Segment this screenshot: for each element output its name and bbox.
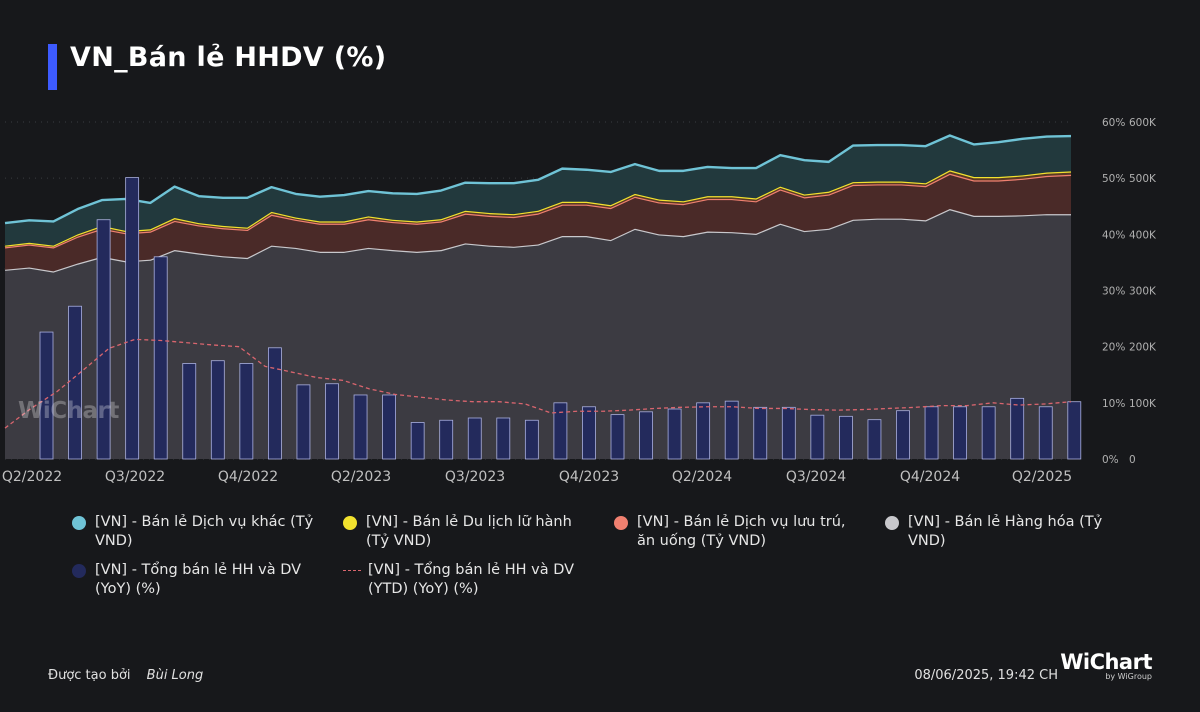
yoy-bar	[867, 419, 882, 460]
logo-sub-text: by WiGroup	[1105, 672, 1152, 681]
yoy-bar	[667, 408, 682, 460]
yoy-bar	[582, 406, 596, 460]
yoy-bar	[382, 394, 397, 460]
yoy-bar	[325, 383, 339, 460]
x-tick-label: Q2/2023	[331, 469, 391, 485]
y-right-tick-label: 300K	[1129, 286, 1157, 298]
legend-label: [VN] - Bán lẻ Dịch vụ lưu trú, ăn uống (…	[637, 514, 846, 549]
area-dich-vu-khac-edge	[4, 134, 1072, 225]
x-tick-label: Q4/2023	[559, 469, 619, 485]
legend-item-yoy[interactable]: [VN] - Tổng bán lẻ HH và DV (YoY) (%)	[72, 561, 343, 599]
footer-credit: Được tạo bởi Bùi Long	[48, 668, 203, 683]
legend-dot-icon	[343, 516, 357, 530]
legend-item-hang-hoa[interactable]: [VN] - Bán lẻ Hàng hóa (Tỷ VND)	[885, 513, 1156, 551]
yoy-bar	[267, 347, 282, 460]
legend-item-ytd[interactable]: [VN] - Tổng bán lẻ HH và DV (YTD) (YoY) …	[343, 561, 614, 599]
yoy-bar	[610, 414, 625, 460]
y-right-tick-label: 500K	[1129, 173, 1157, 185]
y-left-tick-label: 50%	[1102, 173, 1125, 185]
legend-dot-icon	[72, 516, 86, 530]
yoy-bars	[39, 177, 1082, 460]
legend-dot-icon	[885, 516, 899, 530]
yoy-bar	[896, 410, 910, 460]
x-tick-label: Q4/2022	[218, 469, 278, 485]
x-tick-label: Q2/2022	[2, 469, 62, 485]
yoy-bar	[981, 406, 996, 460]
footer-timestamp: 08/06/2025, 19:42 CH	[914, 668, 1058, 683]
created-by-label: Được tạo bởi	[48, 668, 131, 683]
yoy-bar	[182, 363, 197, 460]
yoy-bar	[467, 417, 482, 460]
ytd-line	[4, 338, 1072, 429]
yoy-bar	[353, 394, 368, 460]
yoy-bar	[781, 406, 796, 460]
yoy-bar	[68, 305, 82, 460]
legend-label: [VN] - Bán lẻ Du lịch lữ hành (Tỷ VND)	[366, 514, 572, 549]
author-name: Bùi Long	[146, 668, 204, 683]
yoy-bar	[696, 402, 711, 460]
y-right-tick-label: 0	[1129, 454, 1136, 466]
legend-dot-icon	[614, 516, 628, 530]
y-right-tick-label: 100K	[1129, 398, 1157, 410]
yoy-bar	[553, 402, 568, 460]
x-tick-label: Q4/2024	[900, 469, 960, 485]
yoy-bar	[524, 419, 539, 460]
yoy-bar	[724, 400, 739, 460]
y-right-tick-label: 400K	[1129, 229, 1157, 241]
yoy-bar	[924, 406, 939, 460]
chart-legend: [VN] - Bán lẻ Dịch vụ khác (Tỷ VND) [VN]…	[72, 513, 1172, 599]
yoy-bar	[953, 406, 967, 460]
yoy-bar	[153, 256, 168, 460]
x-tick-label: Q2/2025	[1012, 469, 1072, 485]
y-left-tick-label: 10%	[1102, 398, 1125, 410]
y-left-tick-label: 30%	[1102, 286, 1125, 298]
ytd-line-path	[4, 338, 1072, 429]
yoy-bar	[439, 419, 454, 460]
yoy-bar	[296, 384, 311, 460]
y-left-tick-label: 20%	[1102, 342, 1125, 354]
yoy-bar	[839, 415, 853, 460]
yoy-bar	[39, 331, 54, 460]
y-left-tick-label: 0%	[1102, 454, 1119, 466]
yoy-bar	[496, 417, 511, 460]
chart-canvas: 0% 0 10% 100K 20% 200K 30% 300K 40% 400K 50% 500K 60…	[2, 117, 1157, 485]
x-tick-label: Q2/2024	[672, 469, 732, 485]
chart-title: VN_Bán lẻ HHDV (%)	[70, 42, 387, 73]
x-tick-label: Q3/2023	[445, 469, 505, 485]
y-axis-ticks: 0% 0 10% 100K 20% 200K 30% 300K 40% 400K 50% 500K 60…	[1102, 117, 1157, 466]
yoy-bar	[210, 360, 225, 460]
yoy-bar	[96, 219, 111, 460]
legend-label: [VN] - Bán lẻ Hàng hóa (Tỷ VND)	[908, 514, 1103, 549]
y-left-tick-label: 40%	[1102, 229, 1125, 241]
legend-item-luu-tru[interactable]: [VN] - Bán lẻ Dịch vụ lưu trú, ăn uống (…	[614, 513, 885, 551]
legend-item-du-lich[interactable]: [VN] - Bán lẻ Du lịch lữ hành (Tỷ VND)	[343, 513, 614, 551]
yoy-bar	[753, 406, 768, 460]
yoy-bar	[810, 414, 825, 460]
yoy-bar	[1010, 397, 1025, 460]
yoy-bar	[639, 411, 653, 460]
title-accent-bar	[48, 44, 57, 90]
wichart-logo[interactable]: WiChart by WiGroup	[1060, 650, 1152, 681]
x-tick-label: Q3/2024	[786, 469, 846, 485]
yoy-bar	[125, 177, 140, 460]
x-tick-label: Q3/2022	[105, 469, 165, 485]
area-dich-vu-khac	[5, 135, 1071, 246]
yoy-bar	[1067, 401, 1082, 460]
legend-dash-icon	[343, 570, 361, 571]
legend-dot-icon	[72, 564, 86, 578]
yoy-bar	[1038, 406, 1053, 460]
yoy-bar	[410, 422, 425, 460]
y-right-tick-label: 600K	[1129, 117, 1157, 129]
legend-label: [VN] - Tổng bán lẻ HH và DV (YoY) (%)	[95, 562, 302, 597]
legend-label: [VN] - Bán lẻ Dịch vụ khác (Tỷ VND)	[95, 514, 314, 549]
y-left-tick-label: 60%	[1102, 117, 1125, 129]
watermark-logo: WiChart	[18, 398, 119, 424]
logo-text: WiChart	[1060, 650, 1152, 674]
y-right-tick-label: 200K	[1129, 342, 1157, 354]
legend-item-dich-vu-khac[interactable]: [VN] - Bán lẻ Dịch vụ khác (Tỷ VND)	[72, 513, 343, 551]
yoy-bar	[239, 363, 254, 460]
legend-label: [VN] - Tổng bán lẻ HH và DV (YTD) (YoY) …	[368, 562, 575, 597]
x-axis-ticks: Q2/2022 Q3/2022 Q4/2022 Q2/2023 Q3/2023 Q4/20…	[2, 469, 1072, 485]
